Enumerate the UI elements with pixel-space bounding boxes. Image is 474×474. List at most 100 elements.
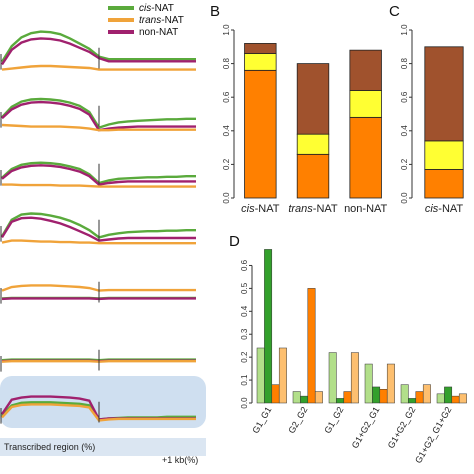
profile-line — [1, 123, 196, 132]
bar — [278, 347, 287, 404]
bar-segment — [244, 43, 277, 54]
chart-c: 0.0 0.2 0.4 0.6 0.8 1.0 cis-NAT — [400, 24, 464, 215]
profile-line — [1, 164, 196, 186]
bar — [307, 288, 316, 404]
bar-segment — [296, 153, 330, 199]
profile-subplot — [0, 281, 196, 304]
profile-panel — [0, 30, 206, 428]
category-label: non-NAT — [344, 203, 387, 215]
chart-d: 0.00.10.20.30.40.50.6G1_G1 G2_G2 G1_G2 G1+G… — [240, 249, 474, 465]
panel-label-c: C — [389, 3, 400, 20]
profile-subplot — [0, 30, 196, 71]
category-label-emph: cis — [425, 203, 439, 215]
downstream-label: +1 kb(%) — [162, 455, 198, 465]
y-tick-label: 0.2 — [400, 158, 409, 170]
y-tick-label: 0.4 — [240, 305, 249, 317]
y-tick-label: 0.3 — [240, 328, 249, 340]
y-tick-label: 0.1 — [240, 374, 249, 386]
bar — [364, 363, 373, 404]
footer-bar — [0, 438, 206, 456]
category-label-rest: -NAT — [438, 203, 463, 215]
bar — [314, 391, 323, 404]
category-label-emph: trans — [288, 203, 313, 215]
y-tick-label: 0.2 — [240, 351, 249, 363]
bar — [415, 391, 424, 404]
category-label: trans-NAT — [288, 203, 338, 215]
bar — [379, 388, 388, 404]
bar — [408, 398, 417, 404]
bar-segment — [296, 63, 330, 135]
legend-label-rest: -NAT — [161, 15, 184, 26]
bar-segment — [349, 116, 382, 199]
category-label-emph: cis — [241, 203, 255, 215]
bar — [292, 391, 301, 404]
y-tick-label: 0.8 — [222, 57, 231, 69]
bar-segment — [244, 53, 277, 71]
bar — [400, 384, 409, 404]
bar — [264, 249, 273, 404]
y-tick-label: 0.5 — [240, 282, 249, 294]
y-tick-label: 0.2 — [222, 158, 231, 170]
bar — [451, 395, 460, 404]
profile-line — [1, 239, 196, 245]
bar — [350, 352, 359, 404]
bar — [422, 384, 431, 404]
y-tick-label: 0.6 — [240, 259, 249, 271]
legend-label-rest: -NAT — [151, 3, 174, 14]
y-tick-label: 1.0 — [400, 24, 409, 36]
bar-segment — [424, 46, 464, 142]
category-label: G1+G2_G1 — [350, 405, 382, 450]
y-tick-label: 0.0 — [222, 192, 231, 204]
profile-subplot — [0, 97, 196, 132]
profile-line — [2, 183, 196, 188]
bar — [336, 398, 345, 404]
profile-line — [1, 64, 196, 71]
legend-label: non-NAT — [139, 27, 178, 38]
legend-label: trans-NAT — [139, 15, 184, 26]
highlight-box — [0, 376, 206, 428]
profile-line — [1, 97, 196, 130]
bar — [458, 393, 467, 404]
y-tick-label: 0.0 — [400, 192, 409, 204]
bar — [372, 386, 381, 404]
bar — [444, 386, 453, 404]
category-label-rest: -NAT — [313, 203, 338, 215]
category-label: G1_G2 — [322, 405, 345, 435]
profile-line — [0, 216, 196, 242]
category-label: G1_G1 — [250, 405, 273, 435]
legend-label: cis-NAT — [139, 3, 174, 14]
legend-label-emph: cis — [139, 3, 151, 14]
y-tick-label: 0.4 — [222, 125, 231, 137]
category-label-rest: -NAT — [255, 203, 280, 215]
bar — [271, 384, 280, 404]
category-label: G1+G2_G2 — [386, 405, 418, 450]
bar — [328, 352, 337, 404]
bar — [256, 347, 265, 404]
profile-subplot — [0, 212, 196, 245]
panel-label-b: B — [210, 3, 220, 20]
y-tick-label: 0.8 — [400, 57, 409, 69]
bar — [343, 391, 352, 404]
profile-subplot — [0, 349, 196, 372]
y-tick-label: 0.4 — [400, 125, 409, 137]
panel-label-d: D — [229, 233, 240, 250]
category-label: cis-NAT — [241, 203, 280, 215]
bar-segment — [296, 133, 330, 155]
bar — [436, 393, 445, 404]
category-label: cis-NAT — [425, 203, 464, 215]
bar-segment — [424, 169, 464, 199]
y-tick-label: 1.0 — [222, 24, 231, 36]
legend-label-rest: non-NAT — [139, 27, 178, 38]
y-tick-label: 0.6 — [400, 91, 409, 103]
y-tick-label: 0.0 — [240, 397, 249, 409]
y-tick-label: 0.6 — [222, 91, 231, 103]
category-label-rest: non-NAT — [344, 203, 387, 215]
bar — [386, 363, 395, 404]
profile-subplot — [0, 161, 196, 188]
bar-segment — [349, 49, 382, 91]
bar-segment — [349, 90, 382, 118]
category-label: G1+G2_G1+G2 — [413, 405, 453, 465]
bar-segment — [424, 140, 464, 170]
